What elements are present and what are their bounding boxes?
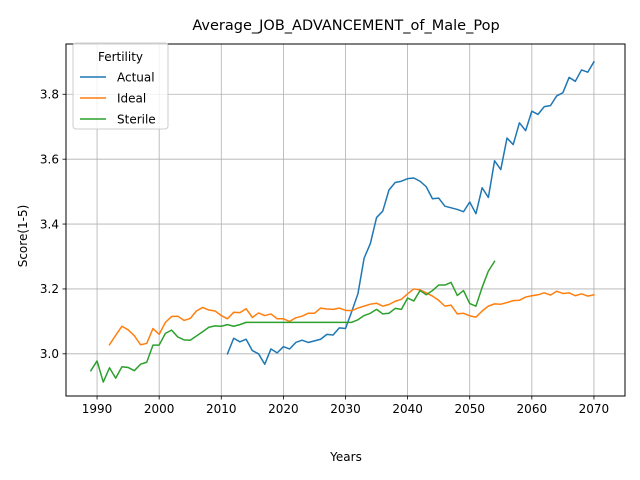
x-axis-title: Years [329,450,362,464]
y-axis-title: Score(1-5) [16,205,30,268]
x-tick-label: 2010 [206,402,237,416]
legend-label-actual: Actual [117,70,155,84]
legend-title: Fertility [98,50,143,64]
x-tick-label: 2020 [268,402,299,416]
x-tick-label: 2070 [579,402,610,416]
y-axis: 3.0 3.2 3.4 3.6 3.8 [40,88,66,361]
grid [66,44,625,396]
series-layer [89,60,595,383]
legend-label-sterile: Sterile [117,112,156,126]
legend-box [72,42,169,130]
y-tick-label: 3.4 [40,217,59,231]
x-tick-label: 2050 [454,402,485,416]
x-tick-label: 2040 [392,402,423,416]
y-tick-label: 3.8 [40,88,59,102]
series-line-sterile [89,260,496,383]
series-line-ideal [108,288,595,346]
y-tick-label: 3.2 [40,282,59,296]
legend-label-ideal: Ideal [117,91,146,105]
legend-items: Actual Ideal Sterile [80,70,156,126]
series-line-actual [226,60,595,365]
y-tick-label: 3.6 [40,152,59,166]
y-tick-label: 3.0 [40,347,59,361]
legend: Fertility Actual Ideal Sterile [72,42,169,130]
x-axis: 1990 2000 2010 2020 2030 2040 2050 2060 2070 [82,396,609,416]
x-tick-label: 1990 [82,402,113,416]
x-tick-label: 2030 [330,402,361,416]
chart-title: Average_JOB_ADVANCEMENT_of_Male_Pop [192,18,499,34]
x-tick-label: 2000 [144,402,175,416]
x-tick-label: 2060 [517,402,548,416]
